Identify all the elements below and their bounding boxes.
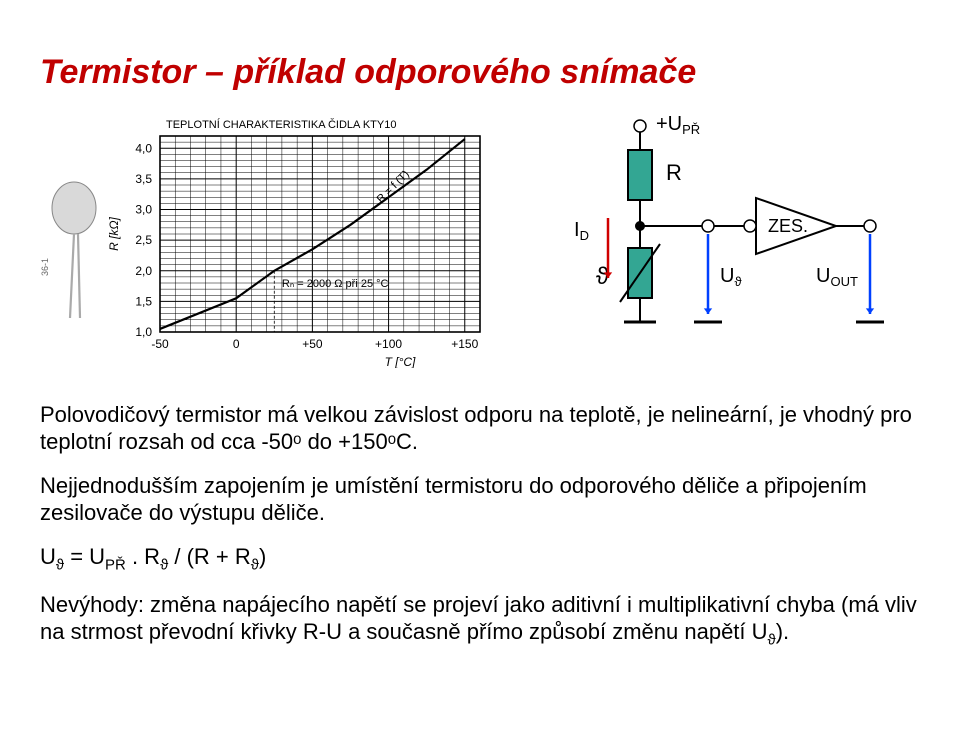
page-title: Termistor – příklad odporového snímače [40,53,920,92]
paragraph-1: Polovodičový termistor má velkou závislo… [40,401,920,456]
svg-text:ID: ID [574,219,589,243]
svg-text:2,5: 2,5 [135,233,152,247]
chart-container: 36-1 -50 0 +50 +100 +150 1,0 1,5 2,0 2,5 3,0 3,5 4,0… [40,108,510,373]
svg-text:36-1: 36-1 [40,258,50,276]
circuit-svg: +UPŘRϑIDUϑZES.UOUT [530,108,910,348]
svg-text:ZES.: ZES. [768,216,808,236]
svg-text:+50: +50 [302,337,323,351]
svg-text:0: 0 [233,337,240,351]
figure-row: 36-1 -50 0 +50 +100 +150 1,0 1,5 2,0 2,5 3,0 3,5 4,0… [40,108,920,373]
svg-text:R: R [666,160,682,185]
paragraph-3: Uϑ = UPŘ . Rϑ / (R + Rϑ) [40,543,920,575]
svg-text:+UPŘ: +UPŘ [656,113,700,137]
svg-text:3,5: 3,5 [135,172,152,186]
svg-text:3,0: 3,0 [135,202,152,216]
svg-text:-50: -50 [151,337,169,351]
circuit-diagram: +UPŘRϑIDUϑZES.UOUT [530,108,920,348]
svg-text:Rₙ = 2000 Ω při 25 °C: Rₙ = 2000 Ω při 25 °C [282,278,389,290]
svg-text:TEPLOTNÍ CHARAKTERISTIKA ČIDLA: TEPLOTNÍ CHARAKTERISTIKA ČIDLA KTY10 [166,118,396,131]
svg-text:Uϑ: Uϑ [720,265,742,289]
svg-text:1,5: 1,5 [135,294,152,308]
svg-text:+150: +150 [451,337,478,351]
svg-text:4,0: 4,0 [135,141,152,155]
body-text: Polovodičový termistor má velkou závislo… [40,401,920,651]
paragraph-2: Nejjednodušším zapojením je umístění ter… [40,472,920,527]
svg-text:+100: +100 [375,337,402,351]
svg-text:UOUT: UOUT [816,265,858,289]
svg-text:1,0: 1,0 [135,325,152,339]
svg-text:T [°C]: T [°C] [385,355,416,368]
characteristic-chart: 36-1 -50 0 +50 +100 +150 1,0 1,5 2,0 2,5 3,0 3,5 4,0… [40,108,510,368]
paragraph-4: Nevýhody: změna napájecího napětí se pro… [40,591,920,651]
svg-text:2,0: 2,0 [135,264,152,278]
svg-text:R [kΩ]: R [kΩ] [107,216,121,250]
